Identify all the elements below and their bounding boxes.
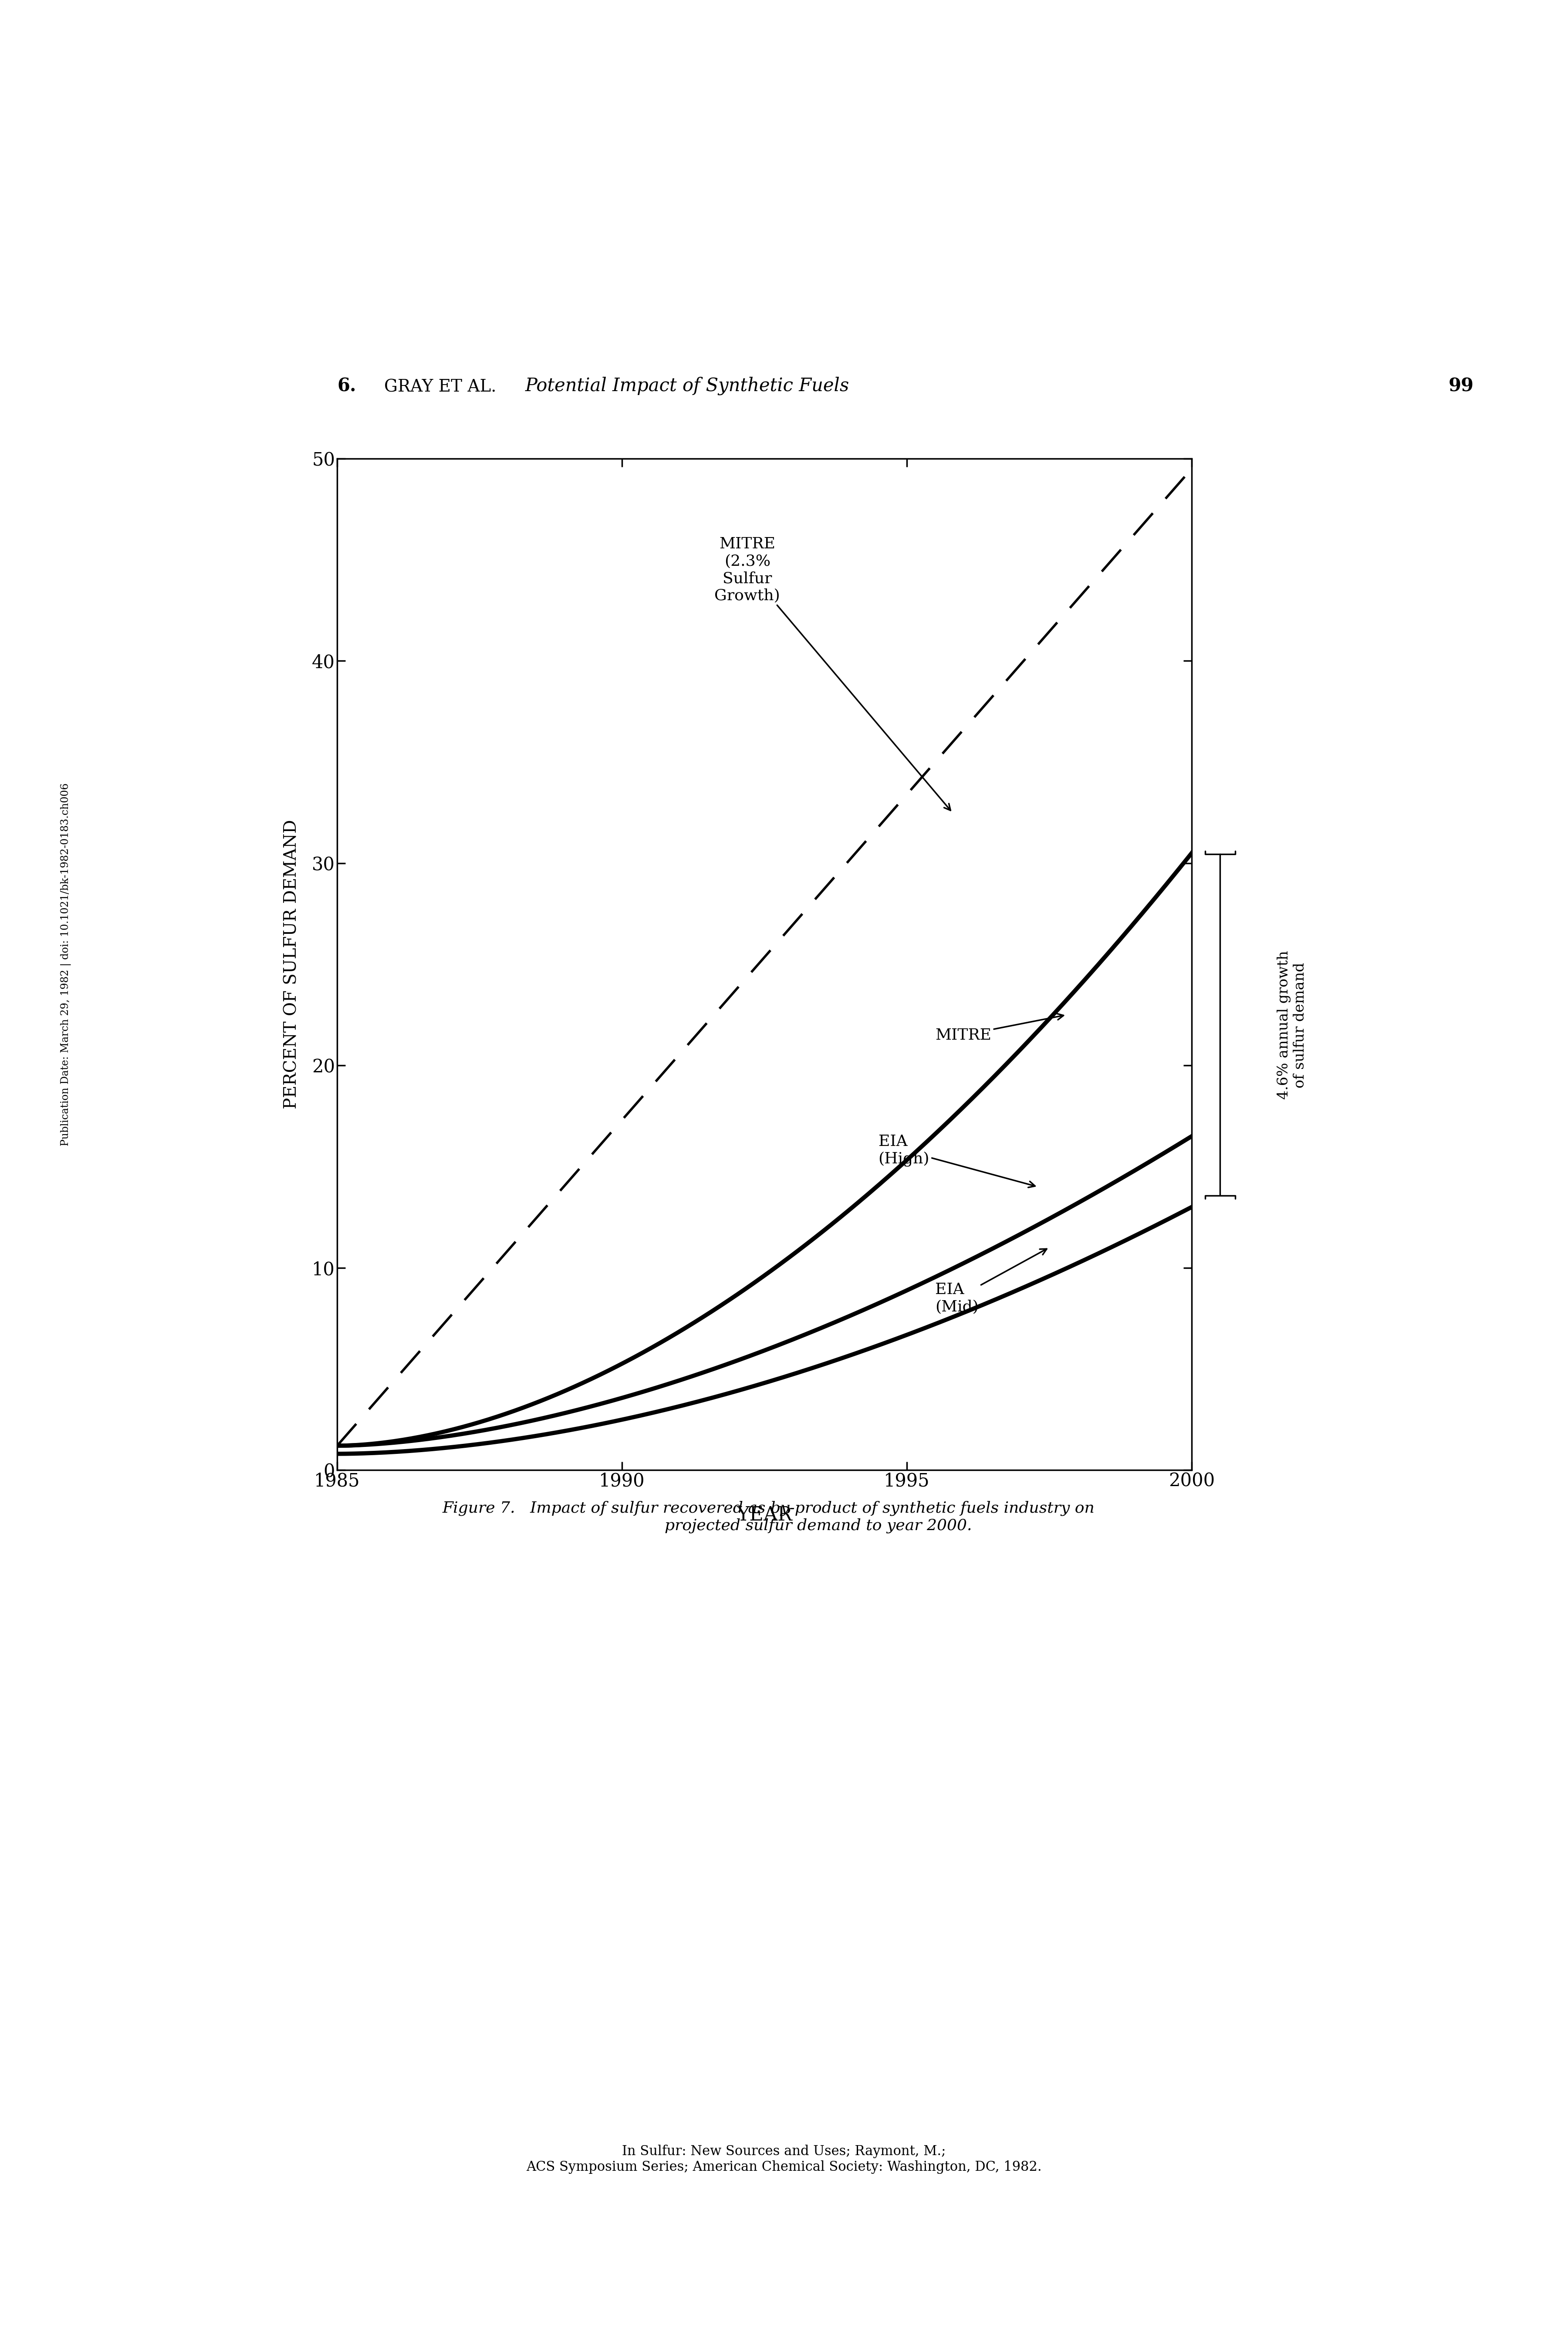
Text: 6.: 6. [337, 376, 356, 395]
Text: 99: 99 [1449, 376, 1474, 395]
Text: Potential Impact of Synthetic Fuels: Potential Impact of Synthetic Fuels [525, 376, 850, 395]
Text: Figure 7.   Impact of sulfur recovered as by-product of synthetic fuels industry: Figure 7. Impact of sulfur recovered as … [442, 1501, 1094, 1534]
Text: In Sulfur: New Sources and Uses; Raymont, M.;
ACS Symposium Series; American Che: In Sulfur: New Sources and Uses; Raymont… [527, 2145, 1041, 2173]
Text: Publication Date: March 29, 1982 | doi: 10.1021/bk-1982-0183.ch006: Publication Date: March 29, 1982 | doi: … [61, 783, 71, 1145]
Y-axis label: PERCENT OF SULFUR DEMAND: PERCENT OF SULFUR DEMAND [284, 818, 299, 1110]
Text: EIA
(Mid): EIA (Mid) [935, 1249, 1047, 1315]
Text: MITRE: MITRE [935, 1014, 1063, 1042]
Text: EIA
(High): EIA (High) [878, 1134, 1035, 1188]
X-axis label: YEAR: YEAR [737, 1505, 792, 1524]
Text: 4.6% annual growth
of sulfur demand: 4.6% annual growth of sulfur demand [1276, 950, 1308, 1098]
Text: MITRE
(2.3%
Sulfur
Growth): MITRE (2.3% Sulfur Growth) [715, 536, 950, 811]
Text: GRAY ET AL.: GRAY ET AL. [384, 379, 497, 395]
